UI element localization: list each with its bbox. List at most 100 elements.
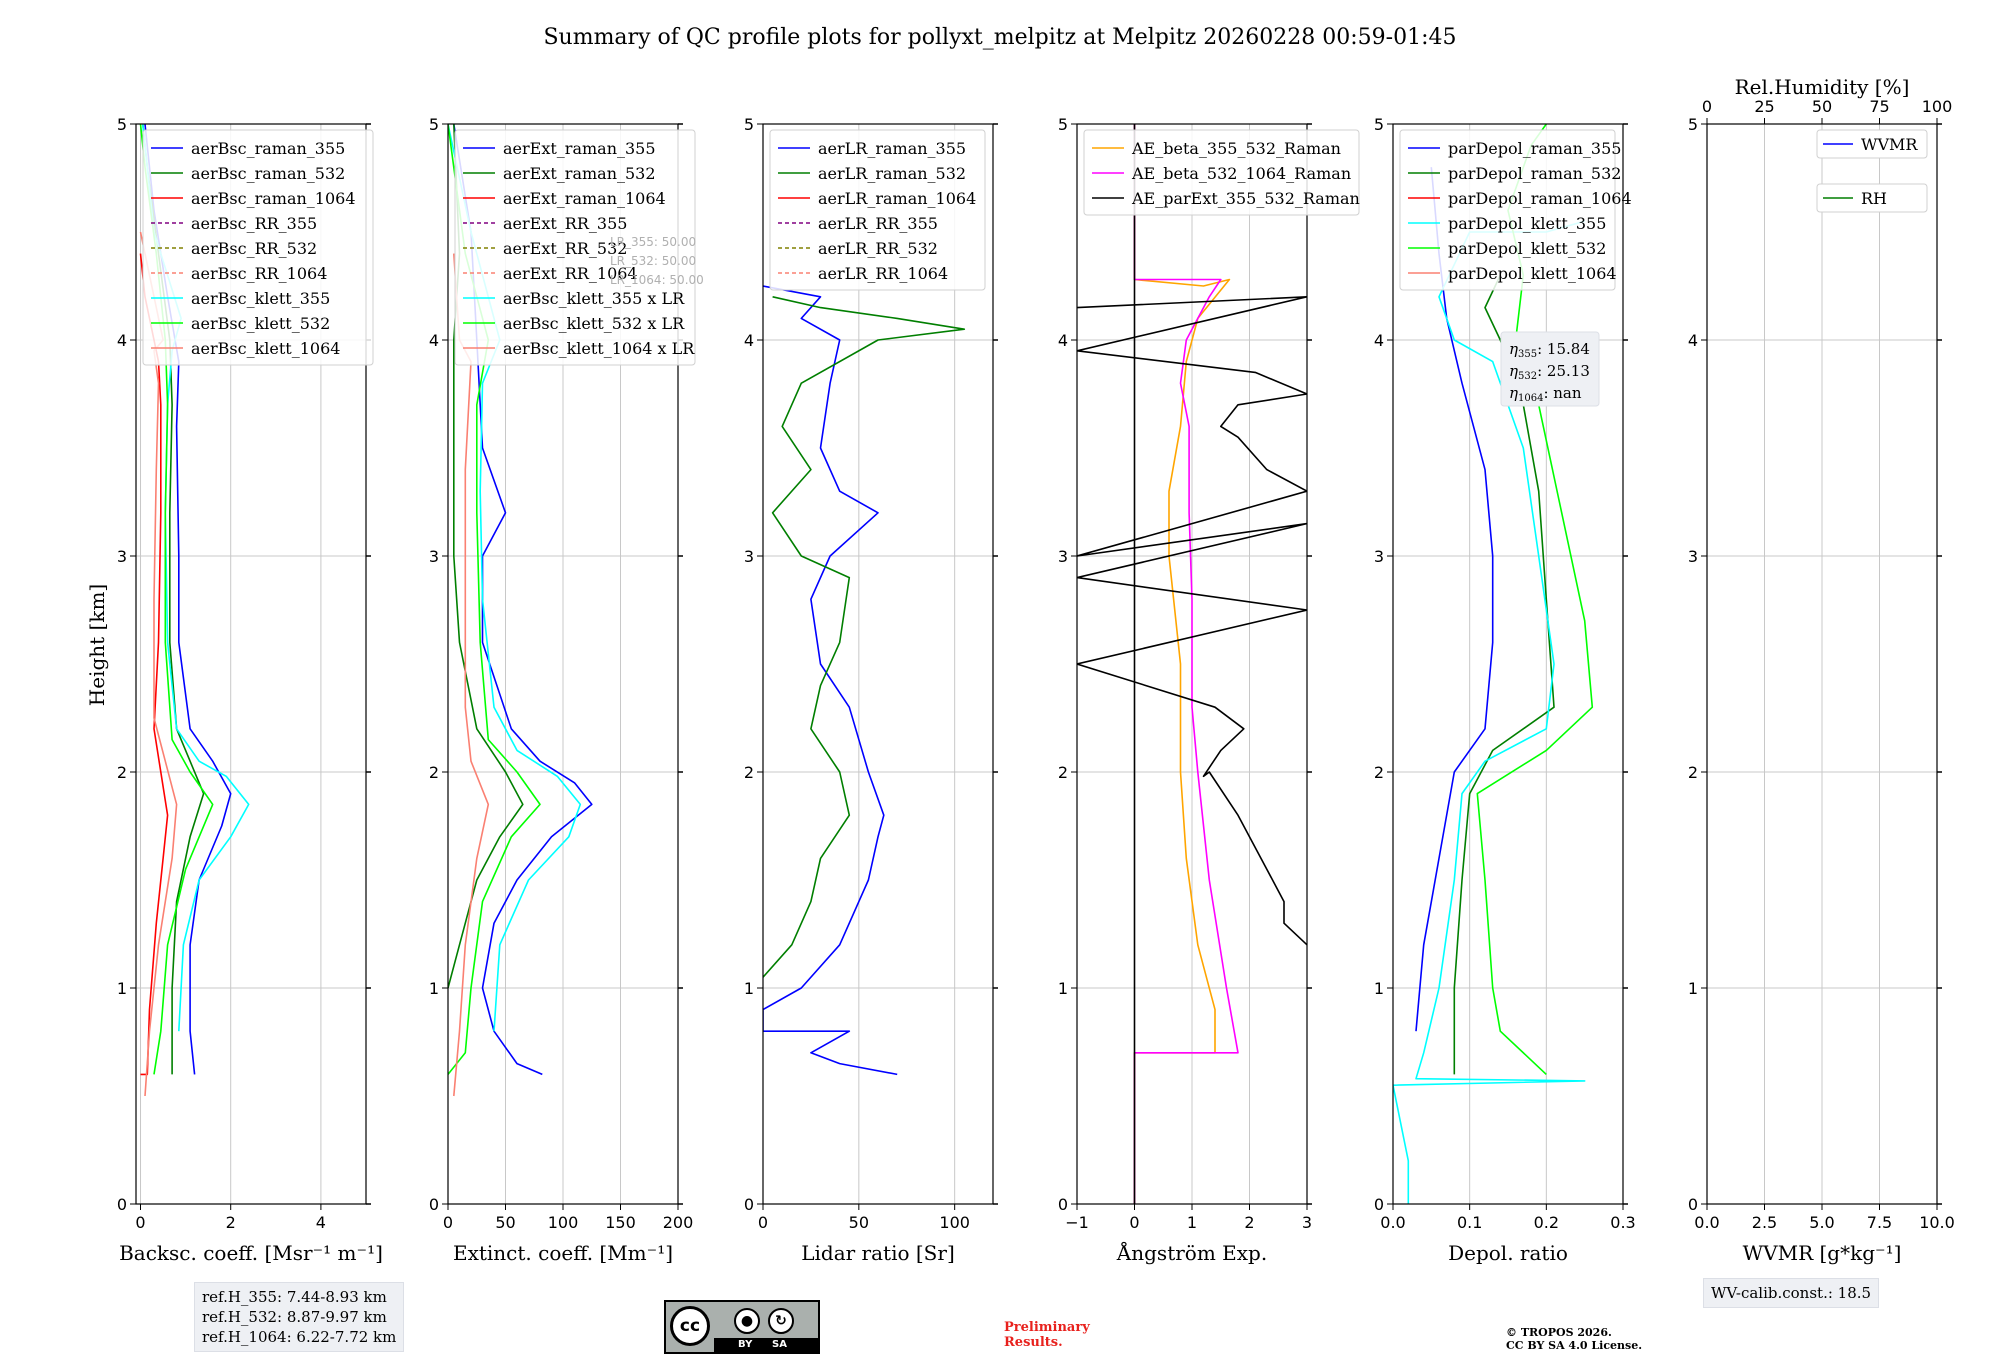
x-tick-label: 0.0	[1694, 1213, 1719, 1232]
cc-icon: cc	[670, 1306, 710, 1346]
legend-label: aerBsc_klett_1064 x LR	[503, 339, 695, 358]
y-tick-label: 1	[744, 979, 754, 998]
eta-value-355: η355: 15.84	[1509, 340, 1590, 360]
eta-value-532: η532: 25.13	[1509, 362, 1590, 382]
series-line-parDepol_raman_355	[1415, 167, 1494, 1032]
legend: parDepol_raman_355 parDepol_raman_532 parD…	[1399, 129, 1632, 291]
y-tick-label: 1	[429, 979, 439, 998]
y-tick-label: 0	[429, 1195, 439, 1214]
series-line-parDepol_raman_532	[1453, 274, 1555, 1075]
x-axis-label: WVMR [g*kg⁻¹]	[1743, 1241, 1902, 1265]
axes-frame	[135, 123, 367, 1205]
legend-label: aerLR_RR_532	[818, 239, 938, 258]
y-tick-label: 4	[429, 331, 439, 350]
chart-panel-5: 0.0 0.1 0.2 0.3 0 1 2 3 4 5 Depol. ratio parDepol_r…	[1374, 115, 1636, 1265]
x-axis-label: Lidar ratio [Sr]	[801, 1241, 955, 1265]
series-line-aerExt_raman_532	[448, 124, 524, 989]
x-tick-label: 2.5	[1752, 1213, 1777, 1232]
legend: aerLR_raman_355 aerLR_raman_532 aerLR_rama…	[769, 129, 986, 291]
data-series-group	[763, 285, 966, 1076]
cc-sa-label: SA	[772, 1339, 787, 1350]
lidar-ratio-label: LR_355: 50.00	[610, 235, 696, 249]
reference-height-box: ref.H_355: 7.44-8.93 km ref.H_532: 8.87-…	[194, 1282, 405, 1352]
y-tick-label: 2	[744, 763, 754, 782]
legend-label: AE_parExt_355_532_Raman	[1131, 189, 1360, 208]
top-x-tick-label: 50	[1812, 97, 1832, 116]
legend-box	[142, 129, 374, 366]
y-axis-label: Height [km]	[85, 584, 109, 706]
legend-label: aerExt_raman_532	[503, 164, 656, 183]
figure-title: Summary of QC profile plots for pollyxt_…	[543, 25, 1456, 50]
x-tick-label: 0	[443, 1213, 453, 1232]
y-tick-label: 3	[429, 547, 439, 566]
x-tick-label: 7.5	[1867, 1213, 1892, 1232]
x-tick-label: 50	[495, 1213, 515, 1232]
x-tick-label: 2	[226, 1213, 236, 1232]
chart-panel-6: 0.0 2.5 5.0 7.5 10.0 0 1 2 3 4 5 WVMR [g*kg⁻¹] 0 25 50…	[1688, 75, 1955, 1265]
x-tick-label: 1	[1187, 1213, 1197, 1232]
x-axis-label: Ångström Exp.	[1116, 1240, 1267, 1265]
legend: aerExt_raman_355 aerExt_raman_532 aerExt_r…	[454, 129, 696, 366]
legend-label: aerBsc_RR_532	[191, 239, 317, 258]
cc-by-label: BY	[738, 1339, 753, 1350]
lidar-ratio-label: LR_1064: 50.00	[610, 273, 704, 287]
y-tick-label: 2	[1688, 763, 1698, 782]
legend-label: aerExt_RR_1064	[503, 264, 638, 283]
x-tick-label: 50	[849, 1213, 869, 1232]
top-x-tick-label: 25	[1754, 97, 1774, 116]
y-tick-label: 4	[1058, 331, 1068, 350]
x-tick-label: 100	[939, 1213, 970, 1232]
top-x-tick-label: 0	[1702, 97, 1712, 116]
legend-label: WVMR	[1861, 135, 1918, 154]
y-tick-label: 5	[1374, 115, 1384, 134]
x-tick-label: 0.3	[1610, 1213, 1635, 1232]
legend-label: parDepol_raman_532	[1448, 164, 1621, 183]
y-tick-label: 0	[1688, 1195, 1698, 1214]
x-tick-label: 0	[758, 1213, 768, 1232]
legend: AE_beta_355_532_Raman AE_beta_532_1064_Ra…	[1083, 129, 1360, 216]
y-tick-label: 2	[1374, 763, 1384, 782]
y-tick-label: 4	[117, 331, 127, 350]
series-line-AE_beta_532_1064_Raman	[1133, 124, 1239, 1204]
y-tick-label: 0	[1058, 1195, 1068, 1214]
x-axis-label: Depol. ratio	[1448, 1241, 1568, 1265]
sa-share-icon: ↻	[768, 1308, 794, 1334]
y-tick-label: 1	[1688, 979, 1698, 998]
legend-label: aerBsc_klett_1064	[191, 339, 340, 358]
x-tick-label: −1	[1065, 1213, 1089, 1232]
eta-box-bg	[1500, 331, 1600, 407]
series-line-aerBsc_raman_1064	[139, 253, 169, 1076]
x-tick-label: 0.0	[1380, 1213, 1405, 1232]
axes-frame	[762, 123, 994, 1205]
legend-box	[769, 129, 986, 291]
legend-label: aerExt_raman_1064	[503, 189, 666, 208]
legend-label: aerExt_raman_355	[503, 139, 656, 158]
y-tick-label: 4	[1688, 331, 1698, 350]
y-tick-label: 0	[1374, 1195, 1384, 1214]
y-tick-label: 5	[744, 115, 754, 134]
x-tick-label: 5.0	[1809, 1213, 1834, 1232]
x-tick-label: 3	[1302, 1213, 1312, 1232]
legend-label: aerBsc_raman_532	[191, 164, 345, 183]
y-tick-label: 5	[1688, 115, 1698, 134]
x-tick-label: 2	[1244, 1213, 1254, 1232]
y-tick-label: 3	[1058, 547, 1068, 566]
cc-license-badge[interactable]: cc ● ↻ BY SA	[664, 1300, 820, 1354]
y-tick-label: 4	[744, 331, 754, 350]
x-tick-label: 0.1	[1457, 1213, 1482, 1232]
legend-label: aerBsc_klett_532	[191, 314, 330, 333]
legend-label: RH	[1861, 189, 1887, 208]
x-tick-label: 100	[548, 1213, 579, 1232]
legend-label: AE_beta_532_1064_Raman	[1131, 164, 1351, 183]
x-tick-label: 200	[663, 1213, 694, 1232]
y-tick-label: 0	[744, 1195, 754, 1214]
legend-label: aerLR_raman_532	[818, 164, 966, 183]
legend-label: parDepol_klett_1064	[1448, 264, 1617, 283]
y-tick-label: 4	[1374, 331, 1384, 350]
x-axis-label: Backsc. coeff. [Msr⁻¹ m⁻¹]	[119, 1241, 383, 1265]
x-tick-label: 0	[1129, 1213, 1139, 1232]
legend-box	[1816, 183, 1928, 213]
chart-panel-2: 0 50 100 150 200 0 1 2 3 4 5 Extinct. coeff. [Mm⁻¹]…	[429, 115, 704, 1265]
chart-panel-3: 0 50 100 0 1 2 3 4 5 Lidar ratio [Sr] aerLR_raman_…	[744, 115, 998, 1265]
